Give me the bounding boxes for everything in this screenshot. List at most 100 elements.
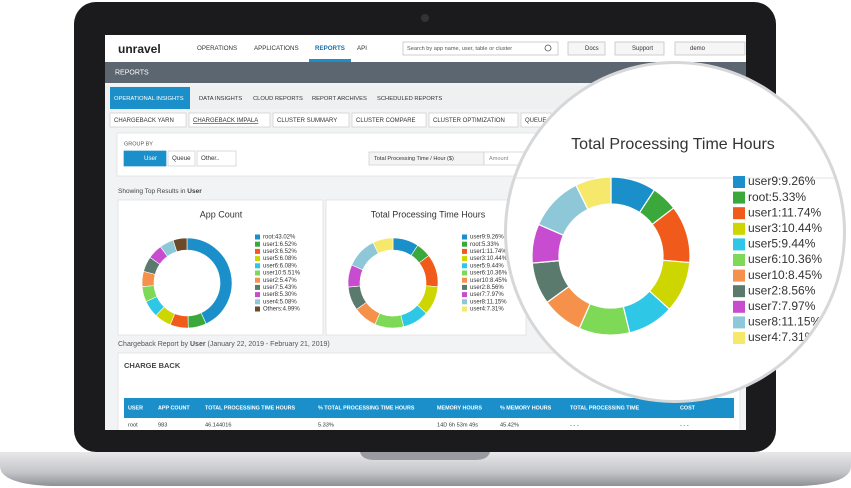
support-label: Support	[632, 46, 653, 52]
nav-active-underline	[309, 59, 351, 62]
table-cell: 14D 6h 53m 49s	[437, 422, 478, 428]
legend-swatch	[255, 299, 260, 305]
legend-swatch	[462, 306, 467, 312]
docs-button[interactable]	[567, 41, 606, 56]
chart-title: App Count	[200, 209, 243, 219]
section-bar	[105, 62, 746, 83]
legend-swatch	[462, 292, 467, 298]
group-by-label: GROUP BY	[124, 141, 153, 147]
legend-swatch	[462, 241, 467, 247]
legend-label: user10:8.45%	[748, 268, 822, 282]
legend-label: user5:6.08%	[263, 256, 297, 262]
chargeback-table: USER APP COUNT TOTAL PROCESSING TIME HOURS…	[128, 405, 696, 428]
tab[interactable]: SCHEDULED REPORTS	[377, 96, 442, 102]
subtab-label: CLUSTER OPTIMIZATION	[433, 118, 505, 124]
legend-swatch	[733, 238, 745, 251]
legend-swatch	[255, 270, 260, 276]
legend-swatch	[462, 270, 467, 276]
legend-label: root:5.33%	[748, 190, 806, 204]
subtab[interactable]	[428, 112, 519, 128]
legend-label: user8:11.15%	[470, 299, 507, 305]
report-heading: Chargeback Report by User (January 22, 2…	[118, 341, 330, 348]
tab[interactable]: DATA INSIGHTS	[199, 96, 242, 102]
column-header: TOTAL PROCESSING TIME HOURS	[205, 405, 296, 411]
legend-label: user4:7.31%	[748, 330, 816, 344]
legend-swatch	[255, 306, 260, 312]
legend-swatch	[462, 284, 467, 290]
tabs: OPERATIONAL INSIGHTS DATA INSIGHTS CLOUD R…	[110, 87, 442, 109]
column-header: % TOTAL PROCESSING TIME HOURS	[318, 405, 415, 411]
legend-label: user4:5.08%	[263, 299, 297, 305]
donut-segment	[372, 237, 394, 254]
table-cell: 46.144016	[205, 422, 231, 428]
chart-title: Total Processing Time Hours	[371, 209, 486, 219]
subtab[interactable]	[109, 112, 187, 128]
docs-label: Docs	[585, 46, 599, 52]
legend-label: user3:10.44%	[470, 256, 508, 262]
table-cell: - - -	[570, 422, 579, 428]
showing-prefix: Showing Top Results in	[118, 188, 186, 195]
legend-label: root:43.02%	[263, 235, 296, 241]
group-by-button[interactable]	[123, 150, 167, 167]
tab[interactable]: CLOUD REPORTS	[253, 96, 303, 102]
subtab[interactable]	[188, 112, 271, 128]
nav-link[interactable]: OPERATIONS	[197, 45, 237, 52]
subtab-label: CLUSTER SUMMARY	[277, 118, 337, 124]
column-header: APP COUNT	[158, 405, 190, 411]
group-by-button[interactable]	[196, 150, 237, 167]
legend-label: user1:6.52%	[263, 242, 297, 248]
legend-swatch	[255, 284, 260, 290]
legend-swatch	[733, 300, 745, 313]
table-cell: root	[128, 422, 138, 428]
legend-swatch	[255, 234, 260, 240]
legend-label: root:5.33%	[470, 242, 500, 248]
legend-swatch	[255, 263, 260, 269]
legend-label: user5:9.44%	[470, 263, 504, 269]
legend-swatch	[733, 191, 745, 204]
legend-label: user2:8.56%	[470, 285, 504, 291]
legend-label: user5:9.44%	[748, 237, 816, 251]
laptop-base	[0, 452, 851, 486]
chargeback-title: CHARGE BACK	[124, 361, 181, 370]
showing-text: Showing Top Results in User	[118, 188, 202, 195]
user-menu[interactable]	[674, 41, 746, 56]
nav-link[interactable]: API	[357, 45, 367, 52]
section-title: REPORTS	[115, 69, 149, 76]
column-header: USER	[128, 405, 143, 411]
subtab[interactable]	[351, 112, 427, 128]
legend-label: user1:11.74%	[748, 205, 821, 219]
group-by-label: User	[144, 155, 157, 162]
table-cell: 5.33%	[318, 422, 334, 428]
legend-swatch	[255, 277, 260, 283]
legend-label: user9:9.26%	[748, 174, 816, 188]
subtab[interactable]	[272, 112, 350, 128]
legend-label: user2:8.56%	[748, 283, 816, 297]
legend-swatch	[462, 277, 467, 283]
legend-label: user7:5.43%	[263, 285, 297, 291]
column-header: COST	[680, 405, 696, 411]
screen-content: unravel OPERATIONS APPLICATIONS REPORTS API…	[105, 35, 746, 430]
legend-label: user4:7.31%	[470, 307, 504, 313]
legend-label: user7:7.97%	[470, 292, 504, 298]
camera	[421, 14, 429, 22]
group-by-button[interactable]	[167, 150, 196, 167]
tab[interactable]: REPORT ARCHIVES	[312, 96, 367, 102]
group-by-options: User Queue Other..	[123, 150, 237, 167]
subtab-label: QUEUE	[525, 118, 546, 124]
nav-link[interactable]: APPLICATIONS	[254, 45, 299, 52]
subtabs: CHARGEBACK YARN CHARGEBACK IMPALA CLUSTER …	[109, 112, 552, 128]
legend-swatch	[255, 256, 260, 262]
support-button[interactable]	[614, 41, 665, 56]
nav-links: OPERATIONS APPLICATIONS REPORTS API	[197, 45, 367, 62]
legend-label: user10:5.51%	[263, 271, 301, 277]
legend-swatch	[733, 285, 745, 298]
legend-label: user6:6.08%	[263, 263, 297, 269]
legend-swatch	[733, 332, 745, 344]
column-header: MEMORY HOURS	[437, 405, 482, 411]
legend-label: user3:6.52%	[263, 249, 297, 255]
nav-link[interactable]: REPORTS	[315, 45, 345, 52]
legend-swatch	[733, 254, 745, 266]
search-box[interactable]	[402, 41, 559, 56]
tab[interactable]: OPERATIONAL INSIGHTS	[114, 96, 184, 102]
